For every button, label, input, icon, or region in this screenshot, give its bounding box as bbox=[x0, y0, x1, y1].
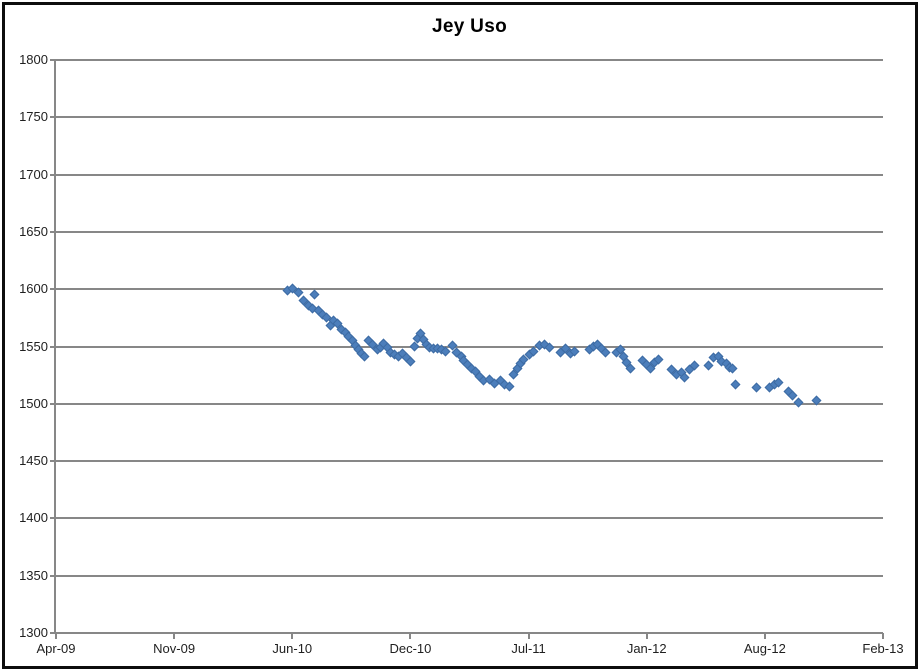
y-tick-label: 1500 bbox=[19, 395, 48, 411]
y-gridline bbox=[56, 173, 883, 176]
y-tick-label: 1400 bbox=[19, 510, 48, 526]
y-gridline bbox=[56, 59, 883, 61]
data-point bbox=[359, 351, 370, 362]
x-tick-label: Aug-12 bbox=[743, 641, 786, 656]
data-point bbox=[309, 289, 320, 300]
y-tick-mark bbox=[50, 517, 56, 520]
x-tick-mark bbox=[882, 633, 884, 639]
data-point bbox=[405, 356, 416, 367]
x-tick-mark bbox=[291, 633, 294, 639]
x-tick-label: Nov-09 bbox=[153, 641, 196, 656]
y-tick-mark bbox=[50, 460, 56, 463]
x-tick-mark bbox=[527, 633, 530, 639]
y-tick-mark bbox=[50, 230, 56, 233]
y-gridline bbox=[56, 345, 883, 348]
y-tick-label: 1300 bbox=[19, 625, 48, 640]
chart-title: Jey Uso bbox=[432, 16, 507, 37]
data-point bbox=[793, 397, 804, 408]
x-axis bbox=[54, 632, 883, 634]
data-point bbox=[730, 379, 741, 390]
y-gridline bbox=[56, 288, 883, 291]
y-gridline bbox=[56, 460, 883, 463]
y-tick-mark bbox=[50, 173, 56, 176]
y-axis bbox=[54, 59, 56, 634]
y-tick-mark bbox=[50, 345, 56, 348]
data-point bbox=[505, 381, 515, 392]
x-tick-label: Jan-12 bbox=[626, 641, 667, 656]
data-point bbox=[409, 341, 420, 352]
y-gridline bbox=[56, 574, 883, 577]
x-tick-label: Feb-13 bbox=[862, 641, 904, 656]
x-tick-mark bbox=[173, 633, 176, 639]
x-tick-label: Apr-09 bbox=[36, 641, 76, 656]
data-point bbox=[703, 361, 714, 371]
y-tick-label: 1750 bbox=[19, 109, 48, 125]
x-tick-mark bbox=[645, 633, 648, 639]
y-tick-label: 1700 bbox=[19, 166, 48, 182]
y-tick-label: 1450 bbox=[19, 453, 48, 469]
y-tick-mark bbox=[50, 632, 56, 634]
y-tick-mark bbox=[50, 574, 56, 577]
y-gridline bbox=[56, 116, 883, 119]
x-tick-mark bbox=[409, 633, 412, 639]
y-tick-mark bbox=[50, 288, 56, 291]
x-tick-label: Dec-10 bbox=[389, 641, 432, 656]
y-tick-label: 1650 bbox=[19, 223, 48, 239]
y-tick-mark bbox=[50, 116, 56, 119]
data-point bbox=[751, 382, 762, 393]
x-tick-label: Jul-11 bbox=[511, 641, 546, 656]
y-tick-mark bbox=[50, 402, 56, 405]
y-tick-label: 1600 bbox=[19, 281, 48, 297]
x-tick-mark bbox=[55, 633, 57, 639]
y-tick-mark bbox=[50, 59, 56, 61]
y-tick-label: 1550 bbox=[19, 338, 48, 354]
y-gridline bbox=[56, 230, 883, 233]
y-tick-label: 1350 bbox=[19, 567, 48, 583]
y-gridline bbox=[56, 402, 883, 405]
y-gridline bbox=[56, 517, 883, 520]
x-tick-mark bbox=[763, 633, 766, 639]
x-tick-label: Jun-10 bbox=[272, 641, 313, 656]
y-tick-label: 1800 bbox=[19, 52, 48, 67]
